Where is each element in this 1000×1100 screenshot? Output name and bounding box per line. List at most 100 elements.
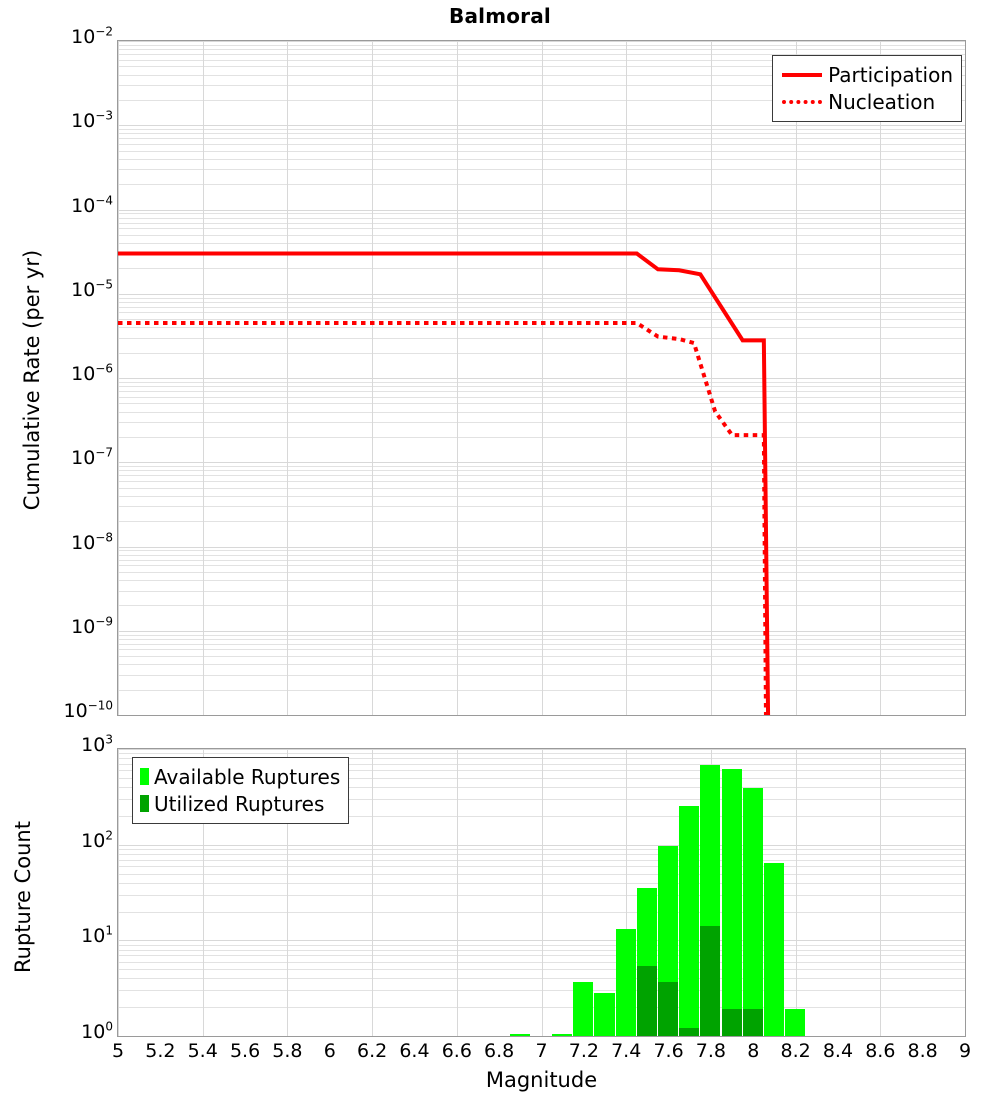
x-axis-title: Magnitude xyxy=(485,1068,598,1092)
bar-series xyxy=(118,749,965,1036)
bar-available[interactable] xyxy=(552,1034,573,1036)
bar-available[interactable] xyxy=(658,846,679,1036)
bar-utilized[interactable] xyxy=(658,981,679,1036)
y-tick-label: 10−4 xyxy=(71,193,113,217)
bar-utilized[interactable] xyxy=(742,1009,763,1036)
y-axis-title-bottom: Rupture Count xyxy=(11,821,35,973)
x-tick-label: 5 xyxy=(111,1040,125,1062)
y-tick-label: 10−2 xyxy=(71,24,113,48)
grid-line-vertical xyxy=(626,41,628,715)
grid-line-vertical xyxy=(287,41,289,715)
y-tick-label: 100 xyxy=(81,1019,113,1043)
y-tick-label: 10−3 xyxy=(71,108,113,133)
bar-available[interactable] xyxy=(636,888,657,1036)
grid-line-vertical xyxy=(372,41,374,715)
grid-line-vertical xyxy=(118,41,119,715)
legend-item-participation[interactable]: Participation xyxy=(780,61,953,88)
cumulative-rate-plot: Participation Nucleation xyxy=(117,40,966,716)
x-tick-label: 6.2 xyxy=(356,1040,388,1062)
x-tick-label: 6.6 xyxy=(441,1040,472,1062)
y-tick-label: 103 xyxy=(81,732,113,756)
grid-line-horizontal xyxy=(118,1036,965,1037)
legend-label-participation: Participation xyxy=(828,62,953,87)
grid-line-vertical xyxy=(965,749,966,1036)
grid-line-vertical xyxy=(202,41,204,715)
x-tick-label: 7.8 xyxy=(695,1040,726,1062)
grid-line-vertical xyxy=(795,749,797,1036)
grid-lines-top xyxy=(118,41,965,715)
curve-nucleation xyxy=(118,320,768,715)
legend-item-available-ruptures[interactable]: Available Ruptures xyxy=(140,763,340,790)
utilized-swatch-icon xyxy=(140,795,149,812)
legend-label-nucleation: Nucleation xyxy=(828,89,936,114)
rate-curves xyxy=(118,251,771,715)
x-tick-label: 7.4 xyxy=(611,1040,642,1062)
participation-line-icon xyxy=(780,65,824,85)
y-axis-title-top: Cumulative Rate (per yr) xyxy=(20,249,44,511)
x-tick-label: 5.2 xyxy=(145,1040,176,1062)
grid-line-vertical xyxy=(456,749,458,1036)
grid-line-vertical xyxy=(541,41,543,715)
bar-available[interactable] xyxy=(721,768,742,1036)
x-tick-label: 6.8 xyxy=(484,1040,515,1062)
y-tick-label: 101 xyxy=(81,924,113,948)
bar-available[interactable] xyxy=(679,805,700,1036)
grid-line-vertical xyxy=(710,41,712,715)
grid-line-vertical xyxy=(287,749,289,1036)
x-tick-label: 5.4 xyxy=(187,1040,218,1062)
x-tick-label: 5.6 xyxy=(229,1040,261,1062)
available-swatch-icon xyxy=(140,768,149,785)
x-tick-label: 6.4 xyxy=(399,1040,430,1062)
x-tick-label: 8.8 xyxy=(907,1040,938,1062)
x-tick-label: 8.6 xyxy=(865,1040,896,1062)
legend-item-utilized-ruptures[interactable]: Utilized Ruptures xyxy=(140,790,340,817)
page-title: Balmoral xyxy=(449,4,551,28)
grid-line-vertical xyxy=(880,749,882,1036)
x-tick-label: 9 xyxy=(958,1040,972,1062)
bar-available[interactable] xyxy=(763,863,784,1036)
legend-item-nucleation[interactable]: Nucleation xyxy=(780,88,953,115)
bar-available[interactable] xyxy=(742,788,763,1036)
grid-line-vertical xyxy=(118,749,119,1036)
x-tick-label: 8.4 xyxy=(822,1040,854,1062)
y-tick-label: 10−7 xyxy=(71,445,113,470)
grid-line-vertical xyxy=(202,749,204,1036)
grid-line-vertical xyxy=(965,41,966,715)
y-tick-label: 10−8 xyxy=(71,530,113,554)
bar-utilized[interactable] xyxy=(721,1009,742,1036)
bar-available[interactable] xyxy=(785,1009,806,1036)
legend-label-utilized: Utilized Ruptures xyxy=(154,791,325,816)
x-tick-label: 7.2 xyxy=(568,1040,599,1062)
y-tick-label: 10−10 xyxy=(63,698,113,722)
bar-utilized[interactable] xyxy=(679,1028,700,1036)
bar-utilized[interactable] xyxy=(636,965,657,1036)
legend-bottom: Available Ruptures Utilized Ruptures xyxy=(132,757,350,824)
bar-available[interactable] xyxy=(700,765,721,1036)
grid-line-vertical xyxy=(541,749,543,1036)
x-tick-label: 7.6 xyxy=(653,1040,684,1062)
y-tick-label: 10−6 xyxy=(71,361,113,385)
bar-available[interactable] xyxy=(573,981,594,1036)
grid-line-horizontal xyxy=(118,715,965,716)
bar-available[interactable] xyxy=(615,929,636,1036)
y-tick-label: 10−9 xyxy=(71,614,113,638)
x-tick-label: 7 xyxy=(535,1040,548,1062)
grid-line-vertical xyxy=(795,41,797,715)
x-tick-label: 8.2 xyxy=(780,1040,811,1062)
x-tick-label: 5.8 xyxy=(272,1040,303,1062)
grid-line-vertical xyxy=(372,749,374,1036)
grid-line-vertical xyxy=(626,749,628,1036)
bar-available[interactable] xyxy=(594,993,615,1036)
bar-utilized[interactable] xyxy=(700,926,721,1036)
curve-participation xyxy=(118,251,771,715)
y-tick-label: 102 xyxy=(81,828,113,852)
nucleation-line-icon xyxy=(780,92,824,112)
x-tick-label: 6 xyxy=(323,1040,336,1062)
rupture-count-plot: Available Ruptures Utilized Ruptures xyxy=(117,748,966,1037)
bar-available[interactable] xyxy=(509,1034,530,1036)
legend-top: Participation Nucleation xyxy=(772,55,962,122)
grid-lines-bottom xyxy=(118,749,965,1036)
legend-label-available: Available Ruptures xyxy=(154,764,341,789)
grid-line-vertical xyxy=(880,41,882,715)
y-tick-label: 10−5 xyxy=(71,277,113,301)
